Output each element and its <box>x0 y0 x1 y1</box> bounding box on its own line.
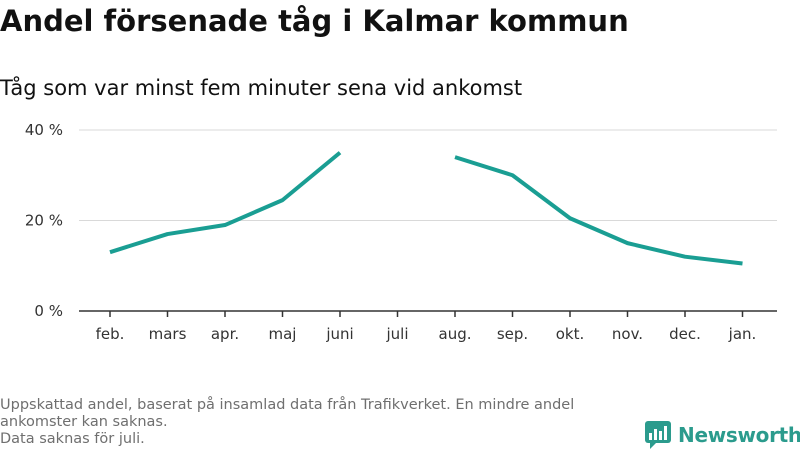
brand: Newsworthy <box>644 420 800 450</box>
y-tick-label: 0 % <box>34 302 63 320</box>
newsworthy-logo-icon <box>645 421 671 449</box>
x-tick-label: juli <box>385 325 408 343</box>
x-tick-label: aug. <box>439 325 472 343</box>
chart-title: Andel försenade tåg i Kalmar kommun <box>0 4 629 38</box>
y-tick-label: 40 % <box>25 121 63 139</box>
series-line-segment <box>109 151 342 255</box>
x-tick-label: mars <box>149 325 187 343</box>
brand-name: Newsworthy <box>678 423 800 447</box>
x-tick-label: dec. <box>669 325 701 343</box>
x-tick-label: sep. <box>497 325 528 343</box>
chart-subtitle: Tåg som var minst fem minuter sena vid a… <box>0 76 523 100</box>
source-note: Uppskattad andel, baserat på insamlad da… <box>0 397 575 430</box>
x-tick-label: okt. <box>556 325 585 343</box>
series-line-segment <box>454 155 743 266</box>
x-tick-label: nov. <box>612 325 643 343</box>
x-tick-label: apr. <box>211 325 239 343</box>
y-tick-label: 20 % <box>25 212 63 230</box>
missing-data-note: Data saknas för juli. <box>0 431 145 447</box>
line-chart: 0 % 20 % 40 % feb. mars apr. maj juni juli aug. se… <box>25 121 777 343</box>
x-tick-label: jan. <box>728 325 757 343</box>
chart-footer: Uppskattad andel, baserat på insamlad da… <box>0 397 640 448</box>
x-tick-label: maj <box>269 325 297 343</box>
x-tick-label: juni <box>325 325 353 343</box>
x-tick-label: feb. <box>96 325 125 343</box>
